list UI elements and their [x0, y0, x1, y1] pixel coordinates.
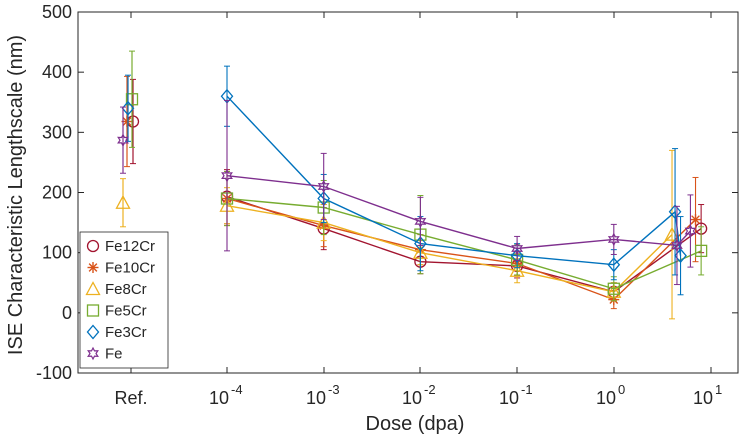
data-point	[510, 248, 524, 264]
series-line	[226, 197, 696, 301]
legend-box	[79, 231, 169, 369]
series-fe10cr	[221, 170, 702, 310]
data-point	[607, 282, 620, 295]
ref-point-fe3cr	[121, 74, 135, 142]
legend-item-fe12cr: Fe12Cr	[86, 238, 155, 255]
data-point	[694, 244, 708, 258]
series-fe8cr	[219, 149, 680, 320]
data-point	[607, 257, 621, 273]
data-point	[414, 236, 427, 252]
series-line	[226, 205, 673, 293]
x-tick-label: 10	[306, 388, 326, 408]
marker-arm	[122, 117, 132, 126]
data-point	[684, 224, 697, 238]
marker-arm	[88, 263, 98, 272]
ref-point-fe8cr	[115, 178, 131, 228]
data-point	[117, 133, 129, 148]
legend-item-fe5cr: Fe5Cr	[86, 303, 147, 320]
plot-box	[77, 11, 739, 374]
y-tick-label: 200	[42, 183, 72, 203]
legend-label: Fe3Cr	[105, 324, 147, 341]
x-tick-label: 10	[596, 388, 616, 408]
x-tick-exponent: -3	[328, 382, 340, 397]
x-tick-label: 10	[499, 388, 519, 408]
x-tick-exponent: -4	[231, 382, 243, 397]
x-tick-label: Ref.	[114, 388, 147, 408]
legend-marker	[86, 324, 100, 340]
data-point	[607, 232, 620, 247]
y-axis-label: ISE Characteristic Lengthscale (nm)	[5, 35, 27, 355]
data-point	[414, 214, 427, 229]
data-point	[125, 93, 139, 106]
data-point	[668, 204, 682, 220]
legend-label: Fe10Cr	[105, 260, 155, 277]
legend-item-fe10cr: Fe10Cr	[87, 260, 155, 277]
legend-label: Fe5Cr	[105, 303, 147, 320]
legend-item-fe3cr: Fe3Cr	[86, 324, 147, 341]
legend-item-fe: Fe	[87, 346, 123, 363]
series-line	[226, 197, 702, 290]
series-fe	[221, 99, 697, 286]
marker-arm	[691, 215, 700, 224]
x-tick-label: 10	[209, 388, 229, 408]
legend-marker	[86, 304, 100, 317]
x-tick-exponent: -2	[424, 382, 436, 397]
ref-point-fe5cr	[125, 50, 139, 148]
legend-item-fe8cr: Fe8Cr	[85, 281, 147, 298]
x-tick-exponent: 0	[618, 382, 625, 397]
x-tick-exponent: -1	[521, 382, 533, 397]
data-point	[690, 214, 702, 226]
x-tick-exponent: 1	[715, 382, 722, 397]
legend-marker	[87, 262, 99, 273]
legend-marker	[85, 281, 101, 296]
x-tick-label: 10	[693, 388, 713, 408]
legend: Fe12Cr Fe10Cr Fe8Cr Fe5Cr Fe3Cr Fe	[79, 231, 169, 369]
y-tick-label: -100	[36, 363, 72, 383]
y-tick-label: 0	[62, 303, 72, 323]
y-tick-label: 300	[42, 122, 72, 142]
y-tick-label: 400	[42, 62, 72, 82]
data-point	[511, 241, 524, 256]
legend-marker	[87, 346, 99, 361]
series-layer	[115, 50, 708, 320]
series-fe5cr	[220, 170, 708, 302]
legend-label: Fe12Cr	[105, 238, 155, 255]
data-point	[115, 194, 131, 209]
data-point	[671, 238, 683, 253]
data-point	[121, 100, 135, 116]
series-fe3cr	[220, 65, 687, 296]
data-point	[317, 179, 330, 194]
data-point	[509, 262, 525, 277]
series-fe12cr	[220, 169, 708, 302]
legend-label: Fe8Cr	[105, 281, 147, 298]
ref-point-fe	[117, 106, 129, 174]
series-line	[226, 196, 702, 293]
series-line	[226, 175, 691, 250]
legend-label: Fe	[105, 346, 123, 363]
y-tick-label: 500	[42, 2, 72, 22]
data-point	[221, 168, 233, 183]
legend-marker	[86, 239, 100, 253]
x-tick-label: 10	[402, 388, 422, 408]
x-axis-label: Dose (dpa)	[366, 413, 465, 435]
axes-frame	[77, 11, 739, 374]
y-tick-label: 100	[42, 243, 72, 263]
